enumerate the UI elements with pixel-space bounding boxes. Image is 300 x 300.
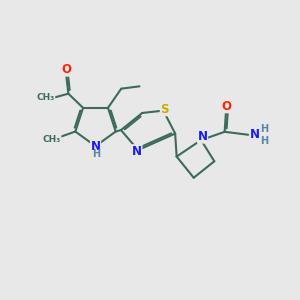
Text: CH₃: CH₃ bbox=[37, 93, 55, 102]
Text: N: N bbox=[132, 145, 142, 158]
Text: O: O bbox=[221, 100, 231, 113]
Text: N: N bbox=[91, 140, 100, 153]
Text: N: N bbox=[250, 128, 260, 141]
Text: S: S bbox=[160, 103, 169, 116]
Text: H: H bbox=[92, 149, 100, 159]
Text: H: H bbox=[260, 136, 268, 146]
Text: CH₃: CH₃ bbox=[43, 135, 61, 144]
Text: O: O bbox=[61, 63, 71, 76]
Text: H: H bbox=[260, 124, 268, 134]
Text: N: N bbox=[198, 130, 208, 143]
